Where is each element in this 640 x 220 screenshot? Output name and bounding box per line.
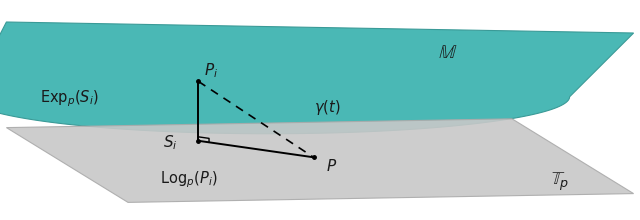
Text: $P_i$: $P_i$ (204, 61, 218, 80)
Polygon shape (0, 22, 634, 134)
Text: $\mathrm{Log}_p(P_i)$: $\mathrm{Log}_p(P_i)$ (160, 169, 218, 190)
Text: $\mathrm{Exp}_p(S_i)$: $\mathrm{Exp}_p(S_i)$ (40, 89, 99, 109)
Text: $\gamma(t)$: $\gamma(t)$ (314, 98, 340, 117)
Text: $P$: $P$ (326, 158, 337, 174)
Text: $S_i$: $S_i$ (163, 134, 178, 152)
Polygon shape (6, 119, 634, 202)
Text: $\mathbb{M}$: $\mathbb{M}$ (438, 44, 458, 62)
Text: $\mathbb{T}_p$: $\mathbb{T}_p$ (551, 170, 569, 192)
